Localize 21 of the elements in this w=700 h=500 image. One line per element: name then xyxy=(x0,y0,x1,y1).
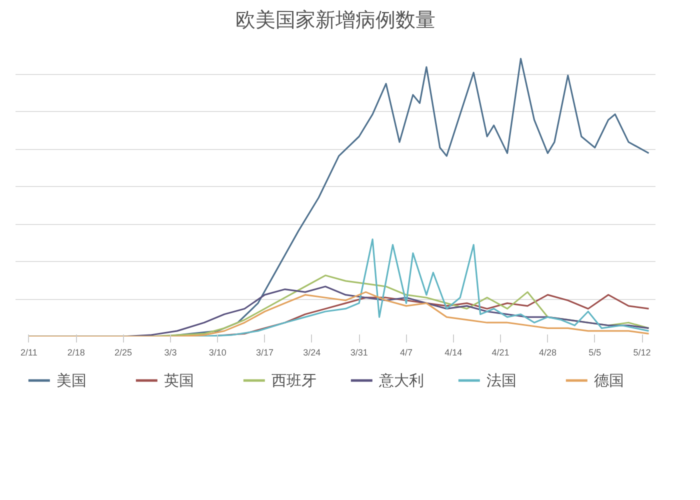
x-tick-label: 3/3 xyxy=(164,348,177,358)
x-tick-label: 4/7 xyxy=(400,348,412,358)
x-tick-label: 4/21 xyxy=(492,348,510,358)
legend-label: 西班牙 xyxy=(271,372,316,390)
x-tick-label: 4/28 xyxy=(538,348,556,358)
legend-label: 英国 xyxy=(164,372,194,390)
x-tick-label: 3/10 xyxy=(208,348,226,358)
x-tick-label: 2/18 xyxy=(67,348,85,358)
x-tick-label: 2/11 xyxy=(20,348,38,358)
x-tick-label: 4/14 xyxy=(444,348,462,358)
legend-label: 美国 xyxy=(56,372,86,390)
x-tick-label: 5/5 xyxy=(588,348,602,358)
chart-title: 欧美国家新增病例数量 xyxy=(236,8,436,32)
legend-label: 法国 xyxy=(486,372,516,390)
x-tick-label: 5/12 xyxy=(633,348,651,358)
legend-label: 德国 xyxy=(594,372,624,390)
x-tick-label: 3/17 xyxy=(256,348,274,358)
x-tick-label: 2/25 xyxy=(114,348,132,358)
x-tick-label: 3/31 xyxy=(350,348,368,358)
legend-label: 意大利 xyxy=(378,372,424,390)
x-tick-label: 3/24 xyxy=(303,348,321,358)
